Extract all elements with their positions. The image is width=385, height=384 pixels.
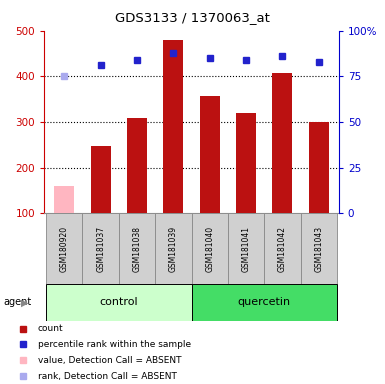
Text: percentile rank within the sample: percentile rank within the sample (38, 340, 191, 349)
Bar (163, 40, 183, 213)
Text: GSM181040: GSM181040 (205, 225, 214, 272)
Text: count: count (38, 324, 64, 333)
Bar (127, 118, 147, 213)
Bar (54, 186, 74, 213)
Bar (301, 213, 337, 284)
Bar (273, 73, 293, 213)
Text: value, Detection Call = ABSENT: value, Detection Call = ABSENT (38, 356, 181, 365)
Bar (155, 213, 192, 284)
Text: GSM181038: GSM181038 (132, 226, 142, 271)
Text: GSM181037: GSM181037 (96, 225, 105, 272)
Text: GSM181039: GSM181039 (169, 225, 178, 272)
Text: GSM180920: GSM180920 (60, 225, 69, 272)
Text: rank, Detection Call = ABSENT: rank, Detection Call = ABSENT (38, 372, 177, 381)
Text: ▶: ▶ (21, 297, 28, 308)
Bar (192, 284, 337, 321)
Text: GDS3133 / 1370063_at: GDS3133 / 1370063_at (115, 12, 270, 25)
Bar (264, 213, 301, 284)
Text: GSM181042: GSM181042 (278, 226, 287, 271)
Bar (200, 96, 220, 213)
Bar (46, 284, 192, 321)
Bar (192, 213, 228, 284)
Bar (119, 213, 155, 284)
Bar (309, 122, 329, 213)
Bar (228, 213, 264, 284)
Text: GSM181041: GSM181041 (241, 226, 251, 271)
Text: quercetin: quercetin (238, 297, 291, 308)
Text: control: control (99, 297, 138, 308)
Bar (90, 146, 110, 213)
Bar (236, 113, 256, 213)
Text: GSM181043: GSM181043 (314, 225, 323, 272)
Text: agent: agent (4, 297, 32, 308)
Bar (46, 213, 82, 284)
Bar (82, 213, 119, 284)
